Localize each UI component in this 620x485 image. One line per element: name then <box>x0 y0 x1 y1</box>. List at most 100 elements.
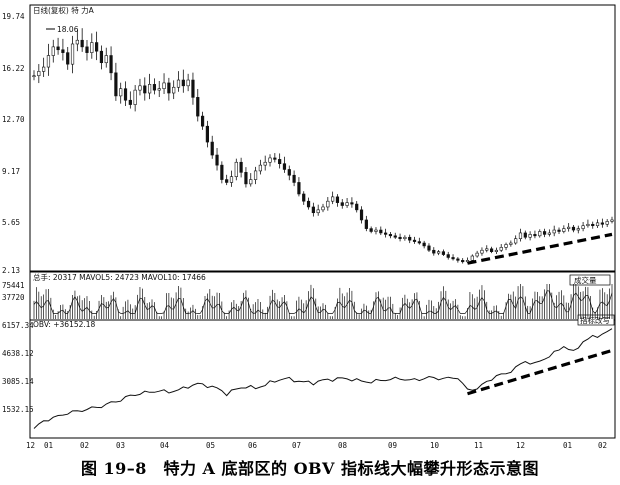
price-candle-body <box>374 229 378 232</box>
obv-y-tick: 3085.14 <box>2 377 34 386</box>
price-candle-body <box>485 248 489 251</box>
price-candle-body <box>172 86 176 94</box>
price-candle-body <box>176 79 181 88</box>
price-candle-body <box>456 258 460 261</box>
obv-line <box>33 328 613 429</box>
price-candle-body <box>321 206 325 211</box>
price-candle-body <box>610 219 614 222</box>
price-candle-body <box>499 247 503 251</box>
price-candle-body <box>547 232 551 235</box>
volume-tag-box <box>569 274 611 286</box>
price-candle-body <box>533 234 537 237</box>
price-candle-body <box>268 157 272 163</box>
price-candle-body <box>229 176 234 183</box>
price-candle-body <box>51 46 55 56</box>
obv-y-tick: 4638.12 <box>2 349 34 358</box>
price-y-tick: 12.70 <box>2 115 25 124</box>
price-candle-body <box>576 228 580 231</box>
price-candle-body <box>200 115 205 127</box>
price-candle-body <box>384 232 388 235</box>
price-candle-body <box>244 172 248 185</box>
trendlines <box>467 232 613 396</box>
price-candle-body <box>417 241 421 244</box>
price-candle-body <box>422 242 426 247</box>
price-candle-body <box>138 85 142 91</box>
price-candle-body <box>90 42 94 53</box>
price-candle-body <box>181 79 185 87</box>
price-candle-body <box>523 232 527 238</box>
price-candle-body <box>220 164 224 180</box>
x-tick-label: 01 <box>44 441 53 450</box>
price-candle-body <box>595 222 600 227</box>
price-candle-body <box>436 251 441 254</box>
x-tick-label: 02 <box>80 441 89 450</box>
price-candle-body <box>605 221 609 225</box>
price-candle-body <box>61 49 65 53</box>
price-candle-body <box>128 99 132 105</box>
x-tick-label: 07 <box>292 441 301 450</box>
price-candle-body <box>542 231 547 235</box>
price-candle-body <box>167 82 171 94</box>
price-candle-body <box>32 75 36 78</box>
price-candle-body <box>46 55 51 68</box>
price-candle-body <box>249 179 253 185</box>
price-candle-body <box>514 238 518 244</box>
price-candle-body <box>95 42 99 52</box>
price-candle-body <box>80 39 84 48</box>
obv-y-tick: 1532.15 <box>2 405 34 414</box>
price-candle-body <box>331 196 335 202</box>
x-tick-label: 11 <box>474 441 483 450</box>
price-candle-body <box>350 202 354 205</box>
x-tick-label: 09 <box>388 441 397 450</box>
price-candle-body <box>509 242 513 245</box>
price-candle-body <box>412 239 417 242</box>
price-candle-body <box>345 202 349 206</box>
obv-trendline <box>467 348 613 396</box>
price-candle-body <box>567 226 571 229</box>
x-tick-label: 12 <box>26 441 35 450</box>
price-candle-body <box>263 161 267 166</box>
price-candle-body <box>152 84 157 91</box>
price-candles <box>32 28 614 264</box>
price-y-tick: 9.17 <box>2 167 20 176</box>
price-candle-body <box>494 249 499 252</box>
price-y-tick: 19.74 <box>2 12 25 21</box>
price-candle-body <box>85 46 89 53</box>
price-candle-body <box>393 235 397 238</box>
x-tick-label: 08 <box>338 441 348 450</box>
price-candle-body <box>282 163 287 170</box>
price-candle-body <box>239 161 243 173</box>
obv-tag: 指标改写 <box>580 315 610 325</box>
price-panel-frame <box>29 4 616 272</box>
price-candle-body <box>571 226 576 231</box>
price-candle-body <box>253 170 258 180</box>
x-tick-label: 03 <box>116 441 125 450</box>
price-candle-body <box>56 46 60 51</box>
price-candle-body <box>441 251 446 255</box>
price-candle-body <box>528 234 532 238</box>
price-candle-body <box>388 234 393 237</box>
price-trendline <box>467 232 613 265</box>
price-candle-body <box>504 244 508 248</box>
price-candle-body <box>292 174 296 183</box>
obv-y-tick: 6157.34 <box>2 321 34 330</box>
price-candle-body <box>114 72 118 97</box>
price-candle-body <box>70 43 75 65</box>
price-candle-body <box>157 88 161 91</box>
price-candle-body <box>143 85 147 94</box>
price-candle-body <box>37 71 41 77</box>
price-candle-body <box>518 232 523 240</box>
volume-tag: 成交量 <box>574 275 597 285</box>
price-candle-body <box>562 228 566 232</box>
x-axis-labels: 12 01 02 03 04 05 06 07 08 09 10 11 12 0… <box>26 441 607 450</box>
price-candle-body <box>316 209 320 214</box>
price-candle-body <box>210 141 214 156</box>
price-candle-body <box>398 236 402 240</box>
price-candle-body <box>225 179 229 183</box>
price-candle-body <box>215 154 219 166</box>
volume-panel-header: 总手: 20317 MAVOL5: 24723 MAVOL10: 17466 <box>33 272 206 282</box>
price-candle-body <box>162 82 166 89</box>
price-candle-body <box>600 222 604 225</box>
figure-caption: 图 19–8 特力 A 底部区的 OBV 指标线大幅攀升形态示意图 <box>80 459 540 478</box>
price-candle-body <box>186 79 190 87</box>
